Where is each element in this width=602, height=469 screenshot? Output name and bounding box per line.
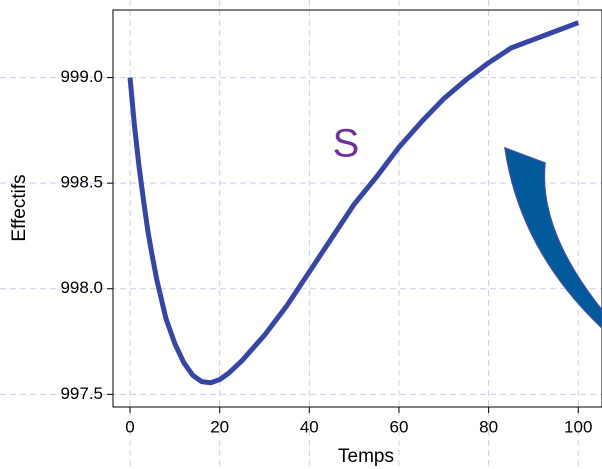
x-tick-label: 40 <box>300 417 319 436</box>
plot-frame <box>112 9 602 408</box>
y-axis-label: Effectifs <box>9 174 30 241</box>
y-tick-label: 999.0 <box>60 67 103 86</box>
arrow-shape <box>504 146 602 330</box>
x-tick-label: 100 <box>564 417 592 436</box>
x-tick-label: 80 <box>479 417 498 436</box>
y-tick-label: 998.0 <box>60 278 103 297</box>
x-tick-label: 60 <box>389 417 408 436</box>
annotation: S <box>333 122 360 166</box>
line <box>127 20 580 386</box>
x-tick-label: 20 <box>210 417 229 436</box>
y-tick-label: 997.5 <box>60 384 103 403</box>
x-axis-label: Temps <box>338 446 394 467</box>
y-tick-label: 998.5 <box>60 173 103 192</box>
x-tick-label: 0 <box>125 417 134 436</box>
